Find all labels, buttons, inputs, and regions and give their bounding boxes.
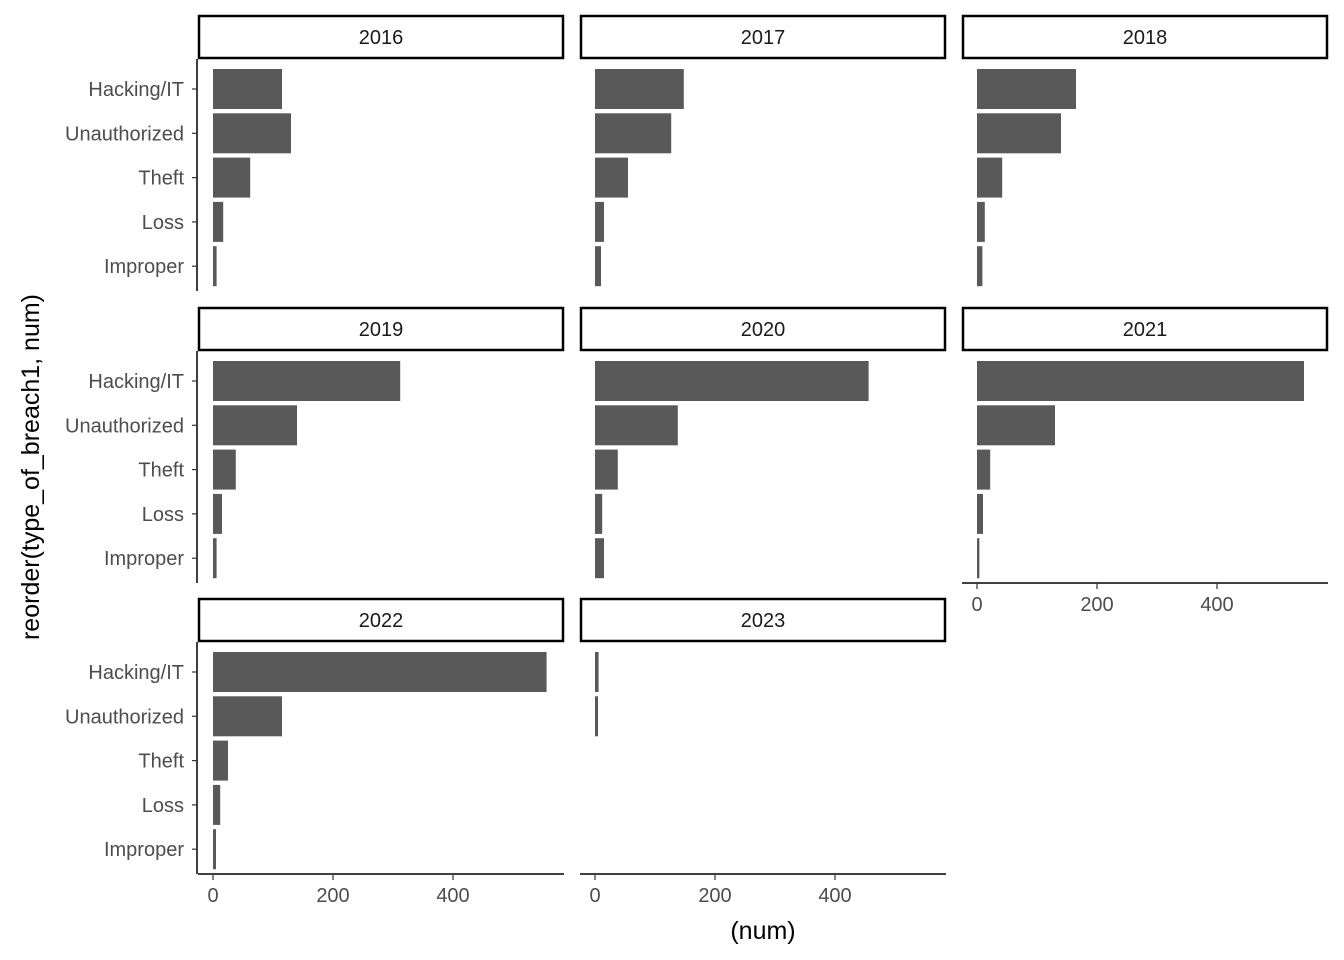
facet-panel-2022: 2022 Hacking/IT Unauthorized Theft Loss Impro… (65, 597, 565, 907)
bar-hacking-it (213, 69, 282, 109)
category-label: Loss (142, 504, 184, 526)
bar-improper (595, 246, 601, 287)
facet-strip (197, 306, 565, 352)
facet-strip-label: 2019 (359, 319, 404, 341)
bar-theft (213, 157, 251, 198)
facet-strip-label: 2021 (1123, 319, 1168, 341)
facet-strip-label: 2018 (1123, 27, 1168, 49)
facet-strip (579, 14, 947, 60)
facet-panels: 2016 Hacking/IT Unauthorized Theft Loss Impro… (65, 14, 1329, 907)
x-tick-label: 200 (316, 885, 349, 907)
bar-loss (595, 493, 603, 534)
facet-strip-label: 2016 (359, 27, 404, 49)
bar-improper (595, 538, 604, 579)
facet-strip (197, 14, 565, 60)
facet-panel-2016: 2016 Hacking/IT Unauthorized Theft Loss Impro… (65, 14, 565, 291)
x-axis-title: (num) (730, 917, 795, 945)
facet-strip (961, 306, 1329, 352)
bar-unauthorized (213, 113, 291, 154)
bar-theft (977, 157, 1003, 198)
facet-strip-label: 2022 (359, 610, 404, 632)
category-label: Hacking/IT (88, 662, 184, 684)
x-tick-label: 200 (698, 885, 731, 907)
bar-hacking-it (977, 69, 1076, 109)
bar-improper (977, 246, 983, 287)
facet-strip-label: 2023 (741, 610, 786, 632)
bar-unauthorized (213, 405, 297, 446)
x-tick-label: 400 (1200, 594, 1233, 616)
category-label: Unauthorized (65, 123, 184, 145)
bar-unauthorized (595, 696, 598, 737)
facet-strip (197, 597, 565, 643)
x-tick-label: 0 (589, 885, 600, 907)
facet-strip (579, 597, 947, 643)
facet-panel-2021: 2021 0 200 400 (961, 306, 1329, 616)
category-label: Theft (138, 460, 184, 482)
category-label: Loss (142, 212, 184, 234)
bar-unauthorized (213, 696, 282, 737)
facet-strip (961, 14, 1329, 60)
facet-panel-2023: 2023 0 200 400 (579, 597, 947, 907)
bar-loss (977, 201, 985, 242)
category-label: Unauthorized (65, 415, 184, 437)
bar-theft (213, 449, 236, 490)
category-label: Loss (142, 795, 184, 817)
category-label: Unauthorized (65, 706, 184, 728)
bar-hacking-it (213, 361, 401, 401)
facet-panel-2020: 2020 (579, 306, 947, 579)
bar-theft (977, 449, 991, 490)
facet-panel-2019: 2019 Hacking/IT Unauthorized Theft Loss Impro… (65, 306, 565, 583)
category-label: Hacking/IT (88, 371, 184, 393)
bar-loss (595, 201, 604, 242)
bar-unauthorized (595, 113, 672, 154)
facet-panel-2017: 2017 (579, 14, 947, 287)
facet-panel-2018: 2018 (961, 14, 1329, 287)
facet-strip-label: 2020 (741, 319, 786, 341)
x-tick-label: 200 (1080, 594, 1113, 616)
bar-theft (213, 740, 228, 781)
bar-theft (595, 157, 628, 198)
x-tick-label: 400 (436, 885, 469, 907)
category-label: Hacking/IT (88, 79, 184, 101)
bar-loss (977, 493, 983, 534)
bar-improper (977, 538, 980, 579)
bar-hacking-it (213, 652, 547, 692)
bar-hacking-it (595, 69, 684, 109)
bar-loss (213, 493, 222, 534)
x-tick-label: 0 (971, 594, 982, 616)
bar-improper (213, 246, 217, 287)
bar-unauthorized (595, 405, 678, 446)
y-axis-title: reorder(type_of_breach1, num) (17, 294, 45, 640)
bar-hacking-it (595, 652, 599, 692)
bar-improper (213, 829, 216, 870)
bar-theft (595, 449, 618, 490)
facet-strip (579, 306, 947, 352)
category-label: Theft (138, 751, 184, 773)
bar-unauthorized (977, 113, 1061, 154)
x-tick-label: 0 (207, 885, 218, 907)
facet-strip-label: 2017 (741, 27, 786, 49)
category-label: Improper (104, 256, 184, 278)
bar-hacking-it (977, 361, 1304, 401)
category-label: Improper (104, 839, 184, 861)
x-tick-label: 400 (818, 885, 851, 907)
category-label: Improper (104, 548, 184, 570)
bar-loss (213, 784, 221, 825)
bar-hacking-it (595, 361, 869, 401)
bar-unauthorized (977, 405, 1055, 446)
bar-loss (213, 201, 224, 242)
category-label: Theft (138, 168, 184, 190)
bar-improper (213, 538, 217, 579)
